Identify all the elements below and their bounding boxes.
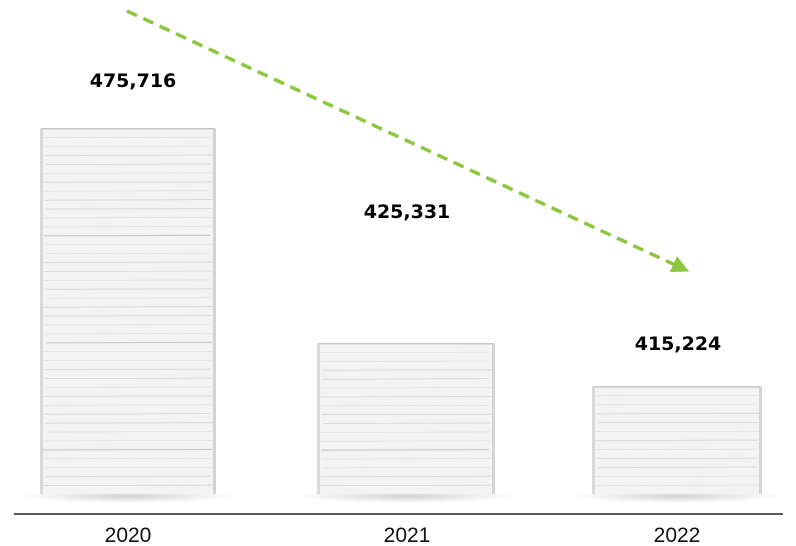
value-label-2022: 415,224 <box>635 333 722 355</box>
x-tick-labels: 2020 2021 2022 <box>105 524 701 546</box>
trend-arrow <box>126 9 690 273</box>
bars-group <box>18 128 783 503</box>
x-tick-label-2021: 2021 <box>384 524 431 546</box>
value-label-2021: 425,331 <box>364 201 451 223</box>
value-labels: 475,716 425,331 415,224 <box>90 70 722 355</box>
bar-2021 <box>295 343 517 503</box>
value-label-2020: 475,716 <box>90 70 177 92</box>
x-tick-label-2022: 2022 <box>654 524 701 546</box>
bar-2020 <box>18 128 238 503</box>
x-tick-label-2020: 2020 <box>105 524 152 546</box>
bar-2022 <box>571 386 783 503</box>
